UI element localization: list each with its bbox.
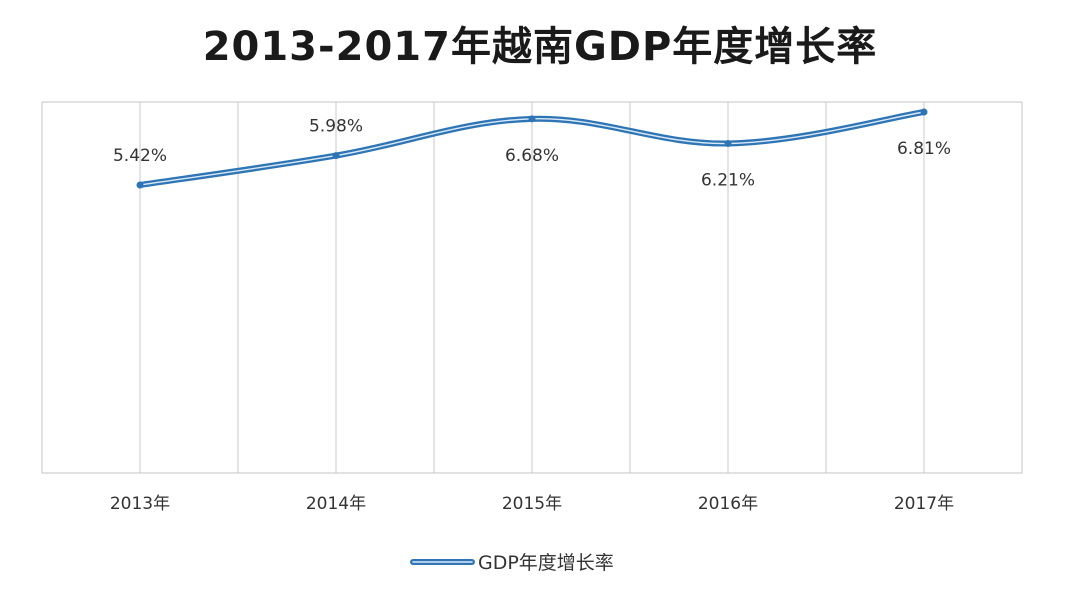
plot-area-frame: [41, 101, 1023, 474]
data-point: [920, 108, 928, 116]
grid-lines: [139, 102, 925, 473]
legend: GDP年度增长率: [410, 552, 614, 574]
data-point: [136, 181, 144, 189]
chart-title: 2013-2017年越南GDP年度增长率: [202, 24, 878, 70]
data-label: 6.81%: [897, 139, 951, 159]
x-tick-label: 2017年: [894, 494, 954, 514]
series-layer: [136, 108, 928, 189]
data-label: 5.98%: [309, 117, 363, 137]
legend-series-label: GDP年度增长率: [478, 552, 614, 574]
data-point: [724, 140, 732, 148]
x-tick-label: 2016年: [698, 494, 758, 514]
x-axis-ticks: 2013年 2014年 2015年 2016年 2017年: [110, 494, 954, 514]
data-label: 5.42%: [113, 146, 167, 166]
data-label: 6.21%: [701, 171, 755, 191]
x-tick-label: 2015年: [502, 494, 562, 514]
x-tick-label: 2014年: [306, 494, 366, 514]
data-label: 6.68%: [505, 146, 559, 166]
data-point: [332, 152, 340, 160]
data-labels: 5.42% 5.98% 6.68% 6.21% 6.81%: [113, 117, 951, 191]
data-point: [528, 115, 536, 123]
x-tick-label: 2013年: [110, 494, 170, 514]
